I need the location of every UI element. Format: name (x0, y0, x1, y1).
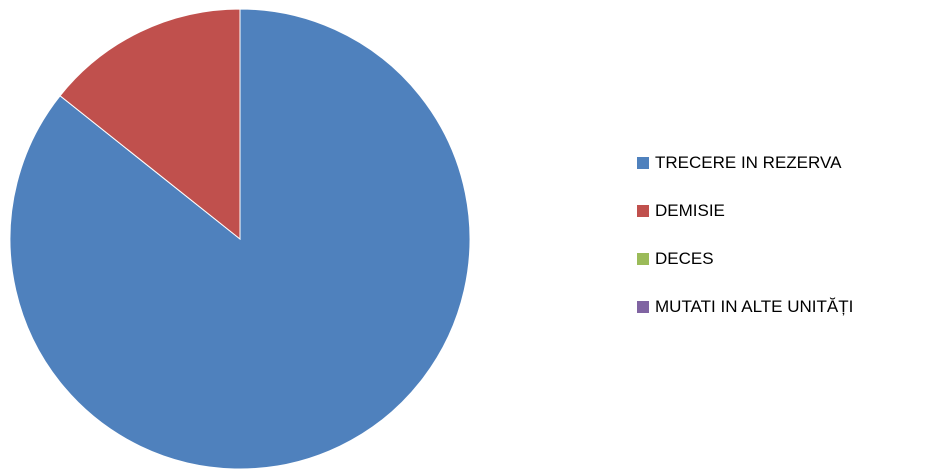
legend-swatch (637, 253, 649, 265)
legend-label: MUTATI IN ALTE UNITĂȚI (655, 297, 854, 316)
legend-item-deces: DECES (637, 247, 934, 271)
legend-label: DECES (655, 249, 714, 268)
legend: TRECERE IN REZERVA DEMISIE DECES MUTATI … (637, 151, 934, 319)
legend-swatch (637, 301, 649, 313)
legend-label: DEMISIE (655, 201, 725, 220)
legend-label: TRECERE IN REZERVA (655, 153, 842, 172)
legend-swatch (637, 205, 649, 217)
pie-slice-demisie (59, 8, 241, 241)
legend-item-mutati-in-alte-unitati: MUTATI IN ALTE UNITĂȚI (637, 295, 934, 319)
legend-item-trecere-in-rezerva: TRECERE IN REZERVA (637, 151, 934, 175)
legend-swatch (637, 157, 649, 169)
legend-item-demisie: DEMISIE (637, 199, 934, 223)
pie-slices (9, 8, 471, 469)
